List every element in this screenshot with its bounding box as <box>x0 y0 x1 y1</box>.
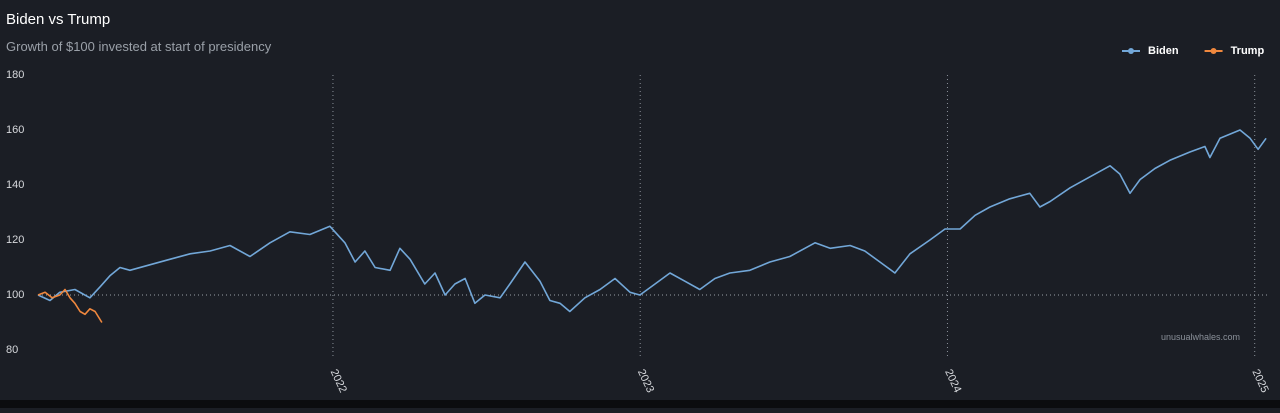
y-tick-label: 120 <box>6 234 24 246</box>
legend-marker <box>1210 48 1217 54</box>
y-tick-label: 100 <box>6 289 24 301</box>
legend-label: Biden <box>1148 45 1179 57</box>
y-tick-label: 80 <box>6 344 18 356</box>
series-line <box>37 129 1267 313</box>
legend-marker <box>1128 48 1134 54</box>
series-line <box>37 288 103 323</box>
y-tick-label: 180 <box>6 69 24 81</box>
y-tick-label: 160 <box>6 124 24 136</box>
chart-title: Biden vs Trump <box>6 11 110 28</box>
legend-label: Trump <box>1231 45 1265 57</box>
y-tick-label: 140 <box>6 179 24 191</box>
bottom-bar <box>0 400 1280 408</box>
chart-subtitle: Growth of $100 invested at start of pres… <box>6 39 272 54</box>
watermark: unusualwhales.com <box>1161 332 1240 342</box>
